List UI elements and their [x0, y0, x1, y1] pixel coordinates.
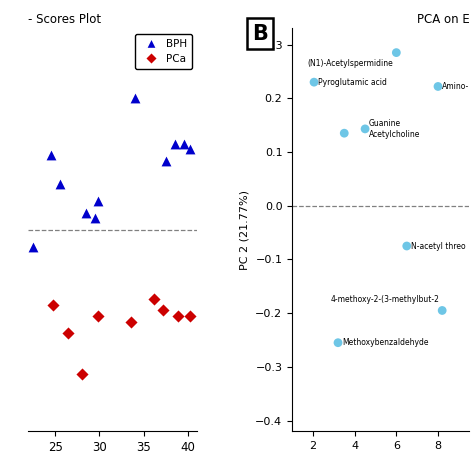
Point	[160, 307, 167, 314]
Point	[334, 339, 342, 346]
Text: 4-methoxy-2-(3-methylbut-2: 4-methoxy-2-(3-methylbut-2	[330, 295, 439, 304]
Text: PCA on E: PCA on E	[417, 13, 469, 26]
Point	[94, 312, 101, 320]
Text: Guanine
Acetylcholine: Guanine Acetylcholine	[369, 119, 420, 138]
Point	[47, 151, 55, 159]
Text: N-acetyl threo: N-acetyl threo	[410, 242, 465, 250]
Point	[151, 295, 158, 303]
Text: Amino-: Amino-	[442, 82, 469, 91]
Text: (N1)-Acetylspermidine: (N1)-Acetylspermidine	[308, 59, 393, 68]
Text: - Scores Plot: - Scores Plot	[28, 13, 101, 26]
Point	[438, 307, 446, 314]
Point	[127, 318, 134, 326]
Y-axis label: PC 2 (21.77%): PC 2 (21.77%)	[240, 190, 250, 270]
Point	[361, 125, 369, 133]
Point	[171, 140, 179, 147]
Point	[310, 78, 318, 86]
Point	[78, 370, 85, 378]
Text: Methoxybenzaldehyde: Methoxybenzaldehyde	[342, 338, 428, 347]
Point	[91, 215, 99, 222]
Point	[186, 312, 194, 320]
Point	[340, 129, 348, 137]
Point	[82, 209, 90, 217]
Point	[64, 330, 72, 337]
Point	[174, 312, 182, 320]
Point	[180, 140, 188, 147]
Text: B: B	[252, 24, 268, 44]
Point	[131, 94, 139, 101]
Point	[392, 49, 400, 56]
Point	[403, 242, 410, 250]
Point	[434, 82, 442, 90]
Point	[162, 157, 170, 164]
Point	[56, 180, 64, 188]
Point	[94, 197, 101, 205]
Point	[186, 146, 194, 153]
Legend: BPH, PCa: BPH, PCa	[136, 34, 192, 69]
Text: Pyroglutamic acid: Pyroglutamic acid	[318, 78, 387, 87]
Point	[29, 243, 36, 251]
Point	[49, 301, 57, 309]
